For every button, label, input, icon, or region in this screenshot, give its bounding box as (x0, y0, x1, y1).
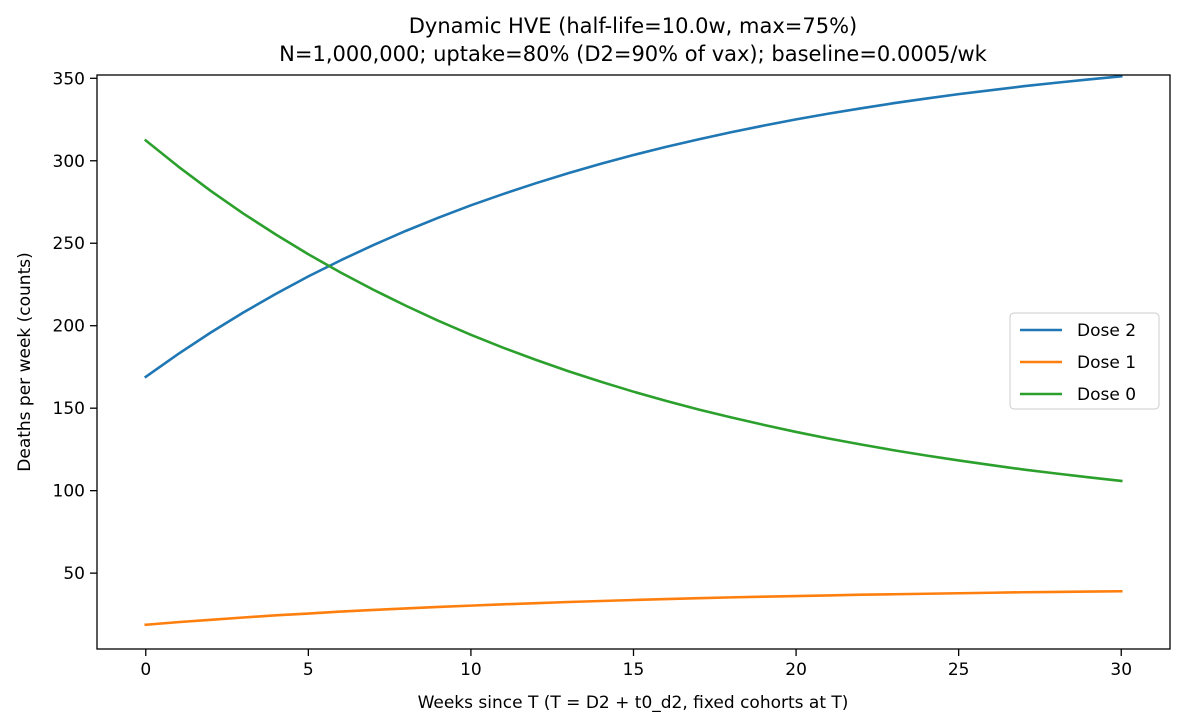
x-tick-label: 5 (303, 660, 314, 680)
legend-label-dose-2: Dose 2 (1077, 321, 1136, 341)
plot-lines (143, 74, 1123, 627)
y-tick-label: 300 (53, 152, 85, 172)
x-axis-ticks: 0 5 10 15 20 25 30 (140, 649, 1132, 680)
x-axis-label: Weeks since T (T = D2 + t0_d2, fixed coh… (418, 693, 849, 713)
legend-label-dose-1: Dose 1 (1077, 353, 1136, 373)
series-line-dose-0 (143, 138, 1123, 483)
y-axis-ticks: 50 100 150 200 250 300 350 (53, 69, 97, 584)
legend-label-dose-0: Dose 0 (1077, 385, 1136, 405)
x-tick-label: 25 (948, 660, 970, 680)
y-tick-label: 200 (53, 317, 85, 337)
y-tick-label: 250 (53, 234, 85, 254)
y-tick-label: 50 (63, 564, 85, 584)
x-tick-label: 15 (623, 660, 645, 680)
x-tick-label: 10 (460, 660, 482, 680)
y-axis-label: Deaths per week (counts) (15, 252, 35, 471)
x-tick-label: 30 (1110, 660, 1132, 680)
plot-area-frame (96, 74, 1171, 650)
series-line-dose-1 (144, 589, 1123, 627)
chart-subtitle: N=1,000,000; uptake=80% (D2=90% of vax);… (279, 42, 987, 66)
x-tick-label: 0 (140, 660, 151, 680)
legend: Dose 2 Dose 1 Dose 0 (1009, 312, 1160, 410)
y-tick-label: 150 (53, 399, 85, 419)
x-tick-label: 20 (785, 660, 807, 680)
y-tick-label: 100 (53, 482, 85, 502)
chart-title: Dynamic HVE (half-life=10.0w, max=75%) (409, 14, 858, 38)
y-tick-label: 350 (53, 69, 85, 89)
series-line-dose-2 (143, 74, 1123, 379)
legend-box (1009, 312, 1160, 410)
